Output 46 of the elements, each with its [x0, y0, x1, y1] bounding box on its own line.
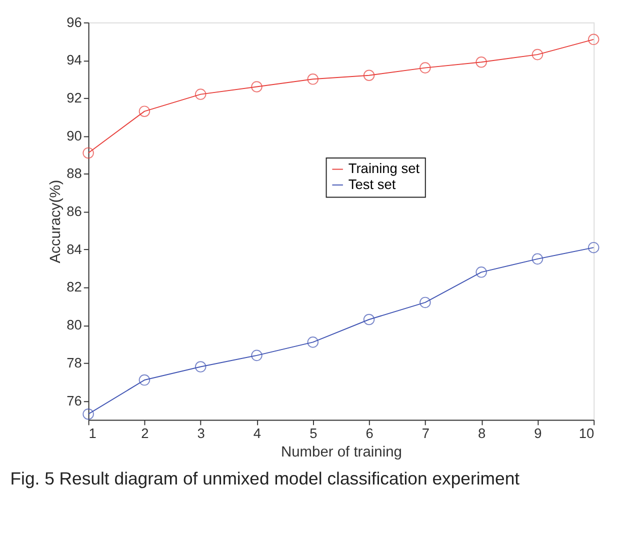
x-tick-label: 6: [366, 426, 374, 441]
point: [194, 361, 206, 372]
point: [82, 147, 94, 159]
x-tick-label: 8: [478, 426, 486, 441]
point: [307, 74, 319, 85]
y-tick-label: 94: [66, 52, 82, 68]
point: [307, 336, 319, 348]
y-tick-label: 76: [66, 393, 82, 408]
x-axis-title: Number of training: [280, 444, 402, 461]
x-tick-label: 9: [534, 426, 542, 441]
legend-label: Test set: [348, 176, 396, 192]
point: [476, 266, 487, 278]
y-tick-label: 86: [66, 204, 82, 220]
x-tick-label: 3: [197, 426, 206, 441]
x-tick-label: 7: [422, 426, 430, 441]
y-tick-label: 80: [66, 318, 82, 333]
point: [194, 88, 206, 100]
point: [420, 296, 431, 308]
point: [588, 242, 600, 254]
point: [532, 48, 544, 60]
point: [420, 62, 431, 74]
x-tick-label: 2: [141, 426, 149, 441]
point: [476, 56, 487, 68]
y-tick-label: 96: [66, 14, 82, 30]
legend-label: Training set: [348, 161, 420, 176]
y-axis-title: Accuracy(%): [48, 180, 64, 264]
x-tick-label: 4: [253, 426, 262, 441]
y-tick-label: 82: [66, 280, 82, 295]
y-tick-label: 88: [66, 166, 82, 182]
y-tick-label: 90: [66, 128, 82, 144]
x-tick-label: 10: [578, 426, 594, 441]
point: [138, 106, 150, 117]
point: [363, 314, 375, 326]
y-tick-label: 84: [66, 242, 82, 257]
caption: Fig. 5 Result diagram of unmixed model classification experiment: [10, 468, 520, 489]
x-tick-label: 5: [310, 426, 318, 441]
x-tick-label: 1: [88, 426, 96, 441]
point: [82, 408, 94, 420]
y-tick-label: 92: [66, 90, 82, 106]
point: [251, 81, 262, 92]
point: [138, 374, 150, 386]
point: [363, 70, 375, 81]
point: [251, 350, 262, 362]
point: [588, 34, 600, 46]
point: [532, 253, 544, 265]
y-tick-label: 78: [66, 355, 82, 370]
